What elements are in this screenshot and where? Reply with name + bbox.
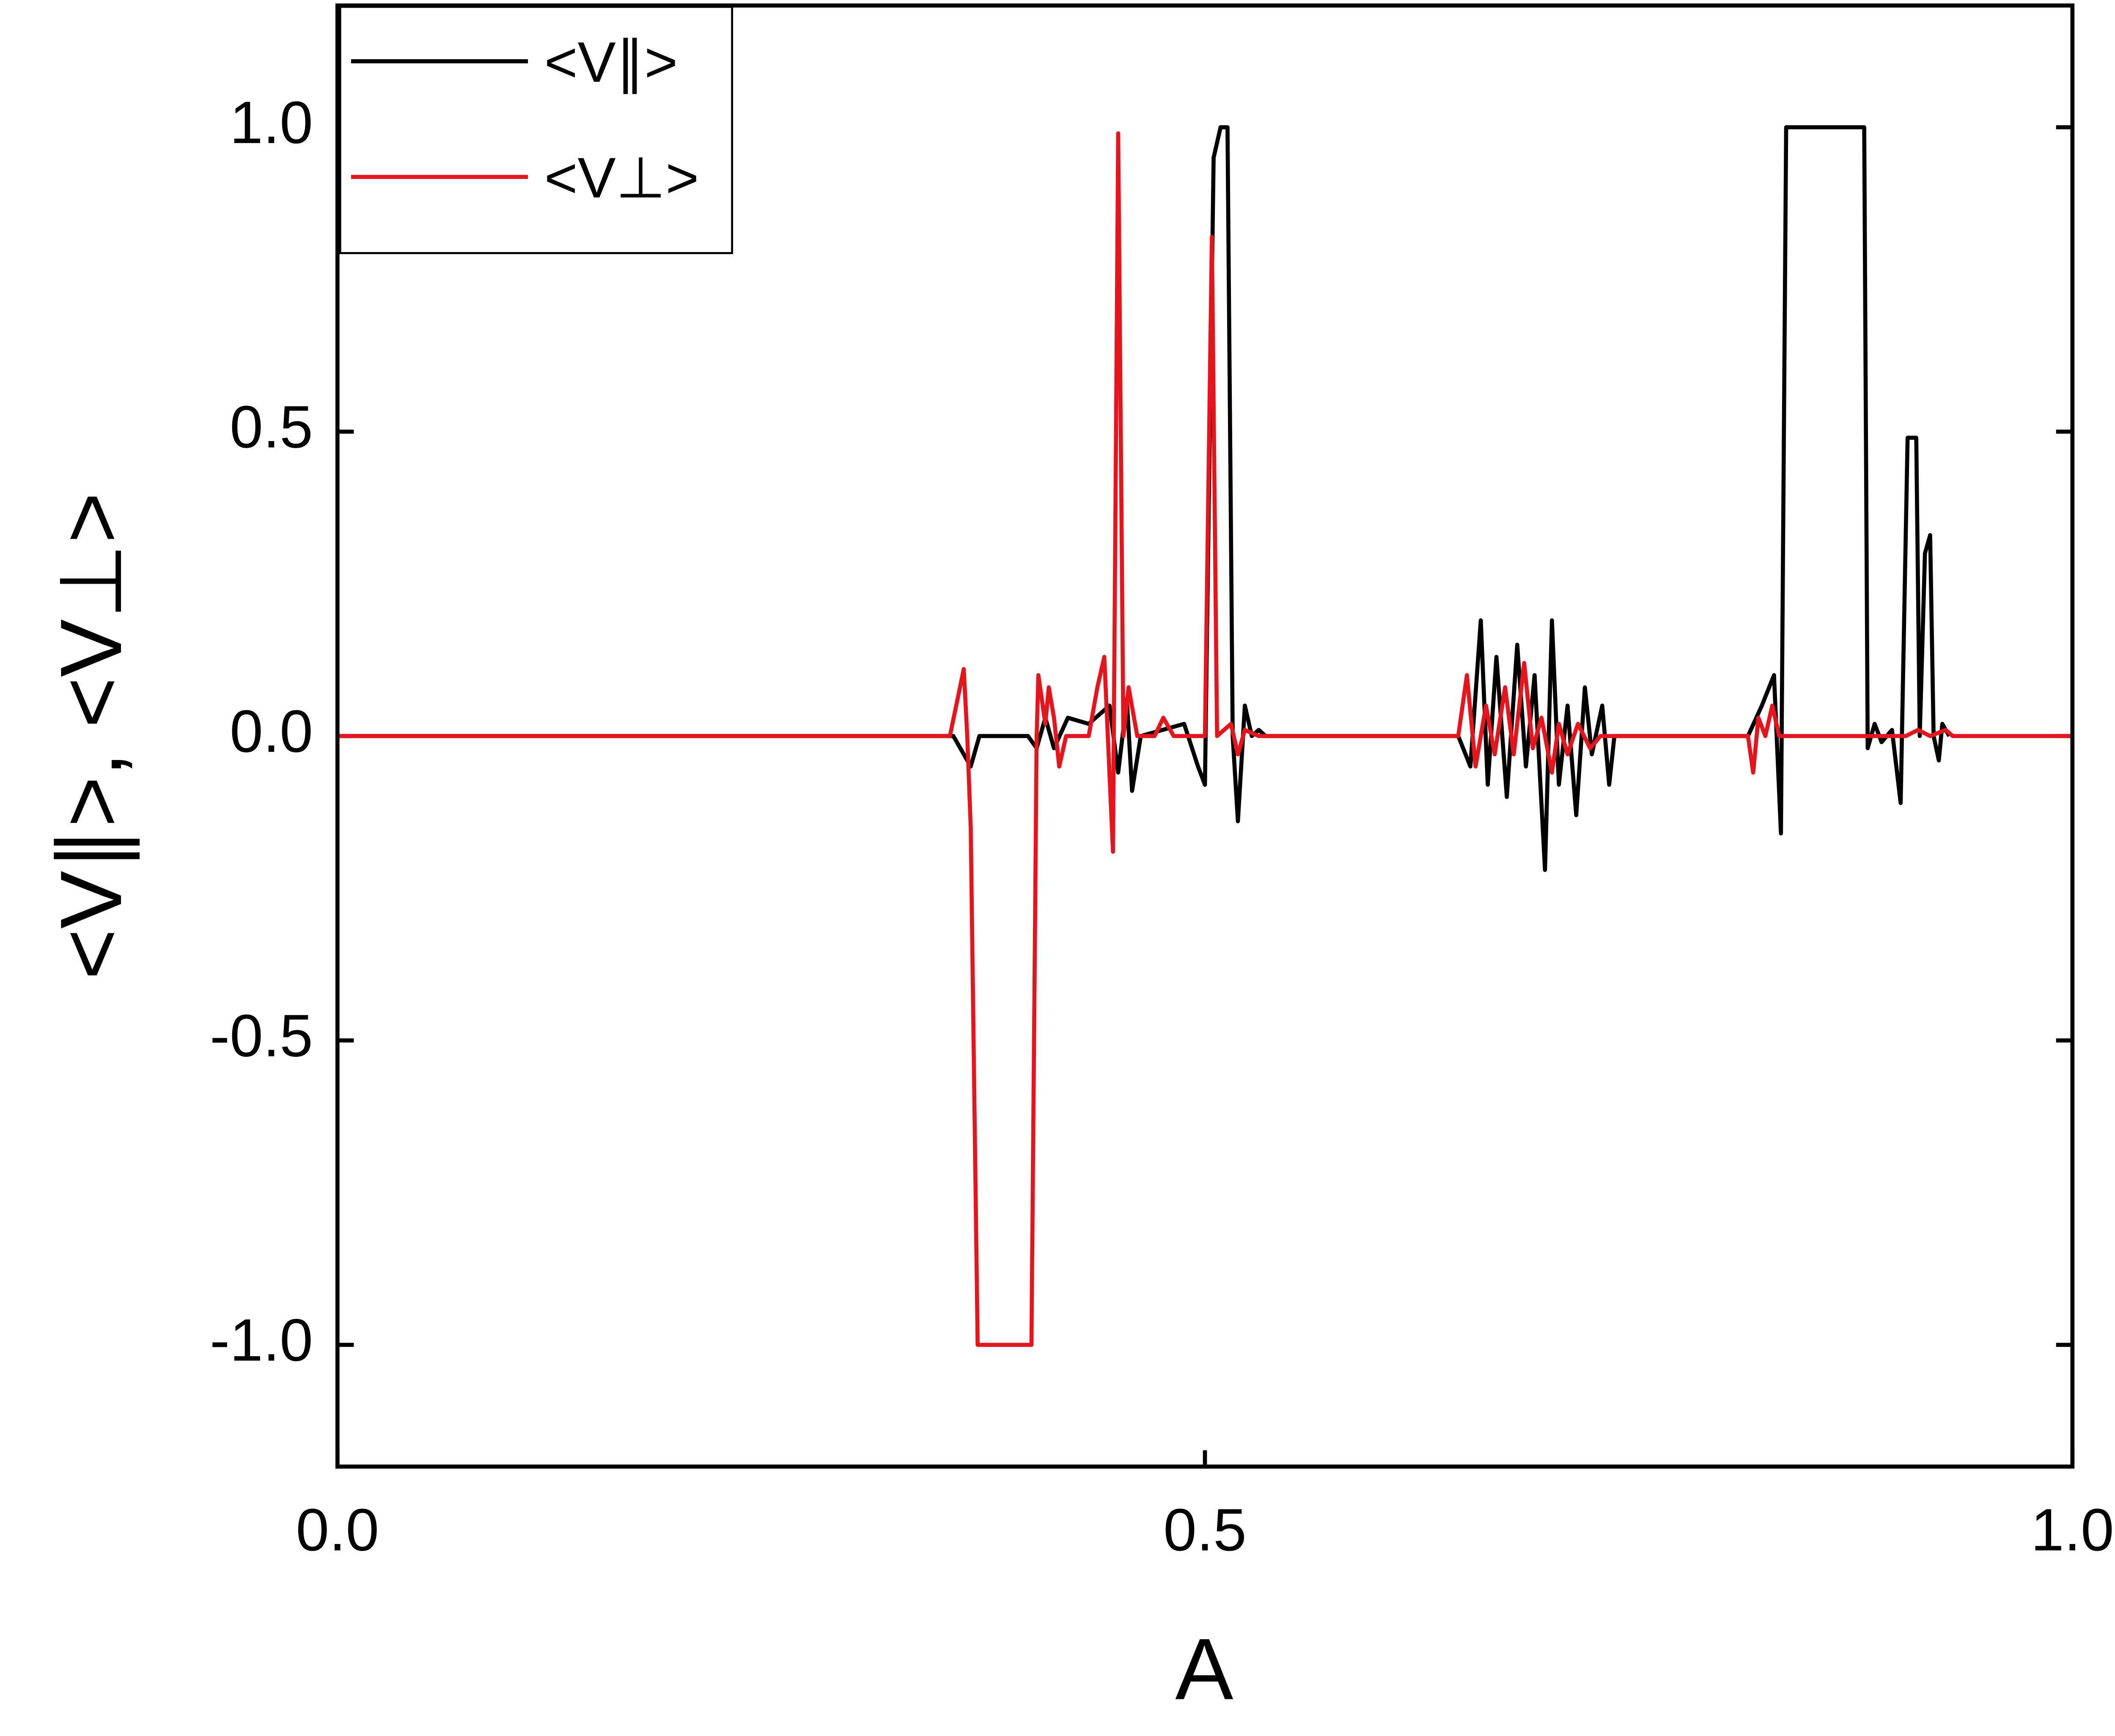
legend-label: <V⊥> — [544, 146, 699, 210]
series-line — [337, 125, 1951, 872]
x-axis-title: A — [1175, 1621, 1233, 1718]
x-tick-label: 0.0 — [296, 1496, 379, 1563]
y-axis-title: <V∥>, <V⊥> — [42, 492, 140, 979]
series-line — [337, 131, 2073, 1347]
y-tick-label: 0.5 — [230, 393, 313, 460]
plot-frame — [335, 3, 2075, 1469]
y-tick-label: -0.5 — [210, 1002, 313, 1069]
legend-label: <V∥> — [544, 30, 678, 94]
y-tick-label: 0.0 — [230, 698, 313, 765]
x-tick-label: 0.5 — [1163, 1496, 1247, 1563]
legend-box — [339, 5, 733, 254]
y-tick-label: 1.0 — [230, 89, 313, 156]
x-tick-label: 1.0 — [2031, 1496, 2114, 1563]
y-tick-label: -1.0 — [210, 1306, 313, 1373]
